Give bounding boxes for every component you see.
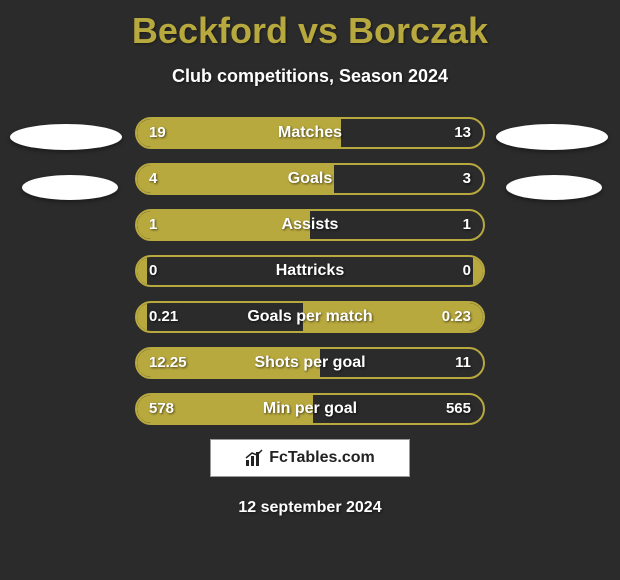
stat-row: 0Hattricks0 [135, 255, 485, 287]
page-subtitle: Club competitions, Season 2024 [0, 66, 620, 87]
stat-row: 12.25Shots per goal11 [135, 347, 485, 379]
stat-label: Goals [137, 165, 483, 193]
stat-label: Matches [137, 119, 483, 147]
stat-right-value: 3 [463, 165, 471, 193]
stats-container: 19Matches13 4Goals3 1Assists1 0Hattricks0 0.… [135, 117, 485, 425]
stat-row: 0.21Goals per match0.23 [135, 301, 485, 333]
stat-label: Hattricks [137, 257, 483, 285]
stat-row: 578Min per goal565 [135, 393, 485, 425]
source-logo-text: FcTables.com [269, 449, 375, 467]
stat-label: Shots per goal [137, 349, 483, 377]
player-badge-right-2 [506, 175, 602, 200]
stat-right-value: 0 [463, 257, 471, 285]
source-logo: FcTables.com [210, 439, 410, 477]
stat-row: 1Assists1 [135, 209, 485, 241]
chart-icon [245, 449, 263, 467]
stat-row: 4Goals3 [135, 163, 485, 195]
stat-label: Goals per match [137, 303, 483, 331]
player-badge-left-1 [10, 124, 122, 150]
page-title: Beckford vs Borczak [0, 0, 620, 52]
player-badge-left-2 [22, 175, 118, 200]
stat-right-value: 1 [463, 211, 471, 239]
player-badge-right-1 [496, 124, 608, 150]
stat-label: Min per goal [137, 395, 483, 423]
stat-right-value: 13 [454, 119, 471, 147]
stat-row: 19Matches13 [135, 117, 485, 149]
stat-right-value: 11 [455, 349, 471, 377]
footer-date: 12 september 2024 [0, 499, 620, 517]
stat-right-value: 0.23 [442, 303, 471, 331]
stat-right-value: 565 [446, 395, 471, 423]
stat-label: Assists [137, 211, 483, 239]
